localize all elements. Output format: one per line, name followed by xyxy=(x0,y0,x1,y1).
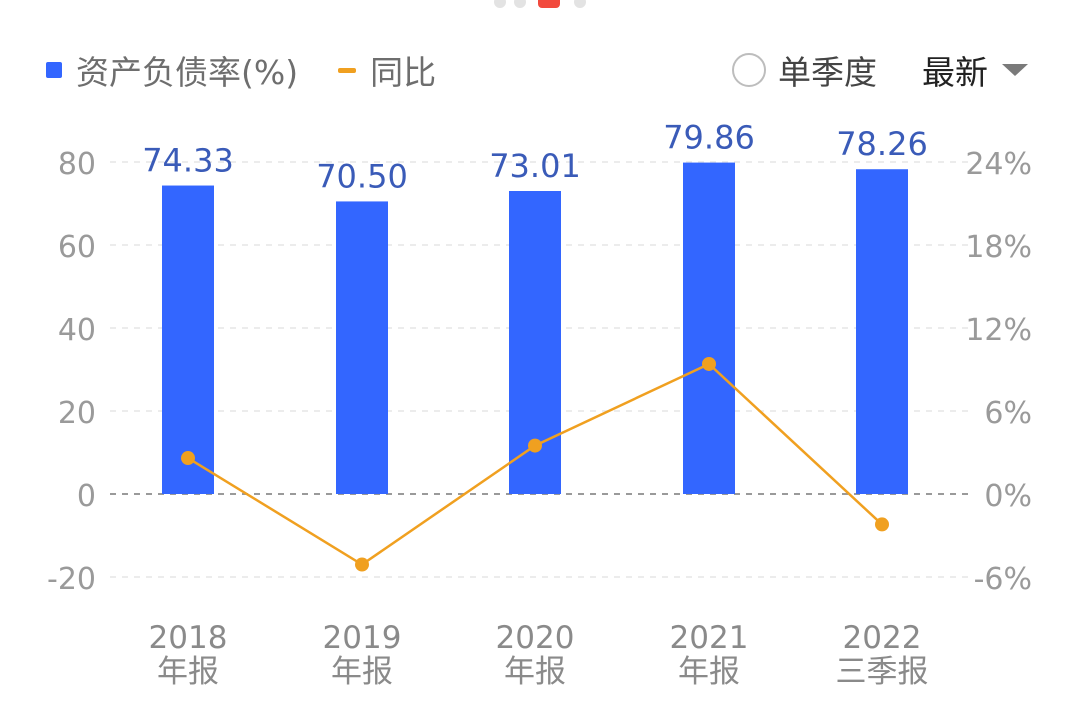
x-category-label: 年报 xyxy=(678,654,740,690)
period-dropdown-label: 最新 xyxy=(922,53,988,92)
page-dot-active xyxy=(538,0,560,8)
page-indicator xyxy=(490,0,590,10)
y-left-tick-label: 60 xyxy=(58,230,96,265)
bar-value-label: 79.86 xyxy=(663,119,755,157)
bar xyxy=(336,201,388,495)
chart-legend: 资产负债率(%) 同比 xyxy=(46,46,436,94)
y-right-tick-label: 6% xyxy=(984,396,1032,431)
period-dropdown[interactable]: 最新 xyxy=(922,46,1028,94)
single-quarter-toggle[interactable]: 单季度 xyxy=(732,46,877,94)
radio-unchecked-icon[interactable] xyxy=(732,53,766,87)
dropdown-caret-icon xyxy=(1002,64,1028,76)
yoy-point xyxy=(181,451,195,466)
y-left-tick-label: 20 xyxy=(58,396,96,431)
y-right-tick-label: 24% xyxy=(965,147,1032,182)
bar-value-label: 74.33 xyxy=(142,142,234,180)
x-category-label: 2021 xyxy=(670,620,749,656)
yoy-point xyxy=(875,517,889,532)
y-left-tick-label: 40 xyxy=(58,313,96,348)
x-category-label: 年报 xyxy=(157,654,219,690)
bar-value-label: 70.50 xyxy=(316,157,408,195)
single-quarter-label: 单季度 xyxy=(778,53,877,92)
bar-legend-swatch xyxy=(46,62,62,78)
y-right-tick-label: 18% xyxy=(965,230,1032,265)
x-category-label: 2020 xyxy=(496,620,575,656)
yoy-point xyxy=(355,557,369,572)
x-category-label: 2019 xyxy=(323,620,402,656)
bar xyxy=(856,169,908,494)
y-right-tick-label: 12% xyxy=(965,313,1032,348)
x-category-label: 2018 xyxy=(149,620,228,656)
y-left-tick-label: 0 xyxy=(77,479,96,514)
bar-value-label: 73.01 xyxy=(489,147,581,185)
x-category-label: 2022 xyxy=(843,620,922,656)
line-legend-label: 同比 xyxy=(370,53,437,92)
yoy-point xyxy=(528,438,542,453)
bar xyxy=(683,162,735,494)
bar xyxy=(162,185,214,494)
page-dot xyxy=(514,0,526,8)
y-left-tick-label: -20 xyxy=(47,562,96,597)
y-left-tick-label: 80 xyxy=(58,147,96,182)
line-legend-swatch xyxy=(338,67,357,73)
y-right-tick-label: 0% xyxy=(984,479,1032,514)
y-right-tick-label: -6% xyxy=(974,562,1032,597)
x-category-label: 三季报 xyxy=(836,654,929,690)
yoy-point xyxy=(702,356,716,371)
bar-value-label: 78.26 xyxy=(836,125,928,163)
bar-legend-label: 资产负债率(%) xyxy=(76,53,299,92)
page-dot xyxy=(574,0,586,8)
x-category-label: 年报 xyxy=(504,654,566,690)
page-dot xyxy=(494,0,506,8)
x-category-label: 年报 xyxy=(331,654,393,690)
